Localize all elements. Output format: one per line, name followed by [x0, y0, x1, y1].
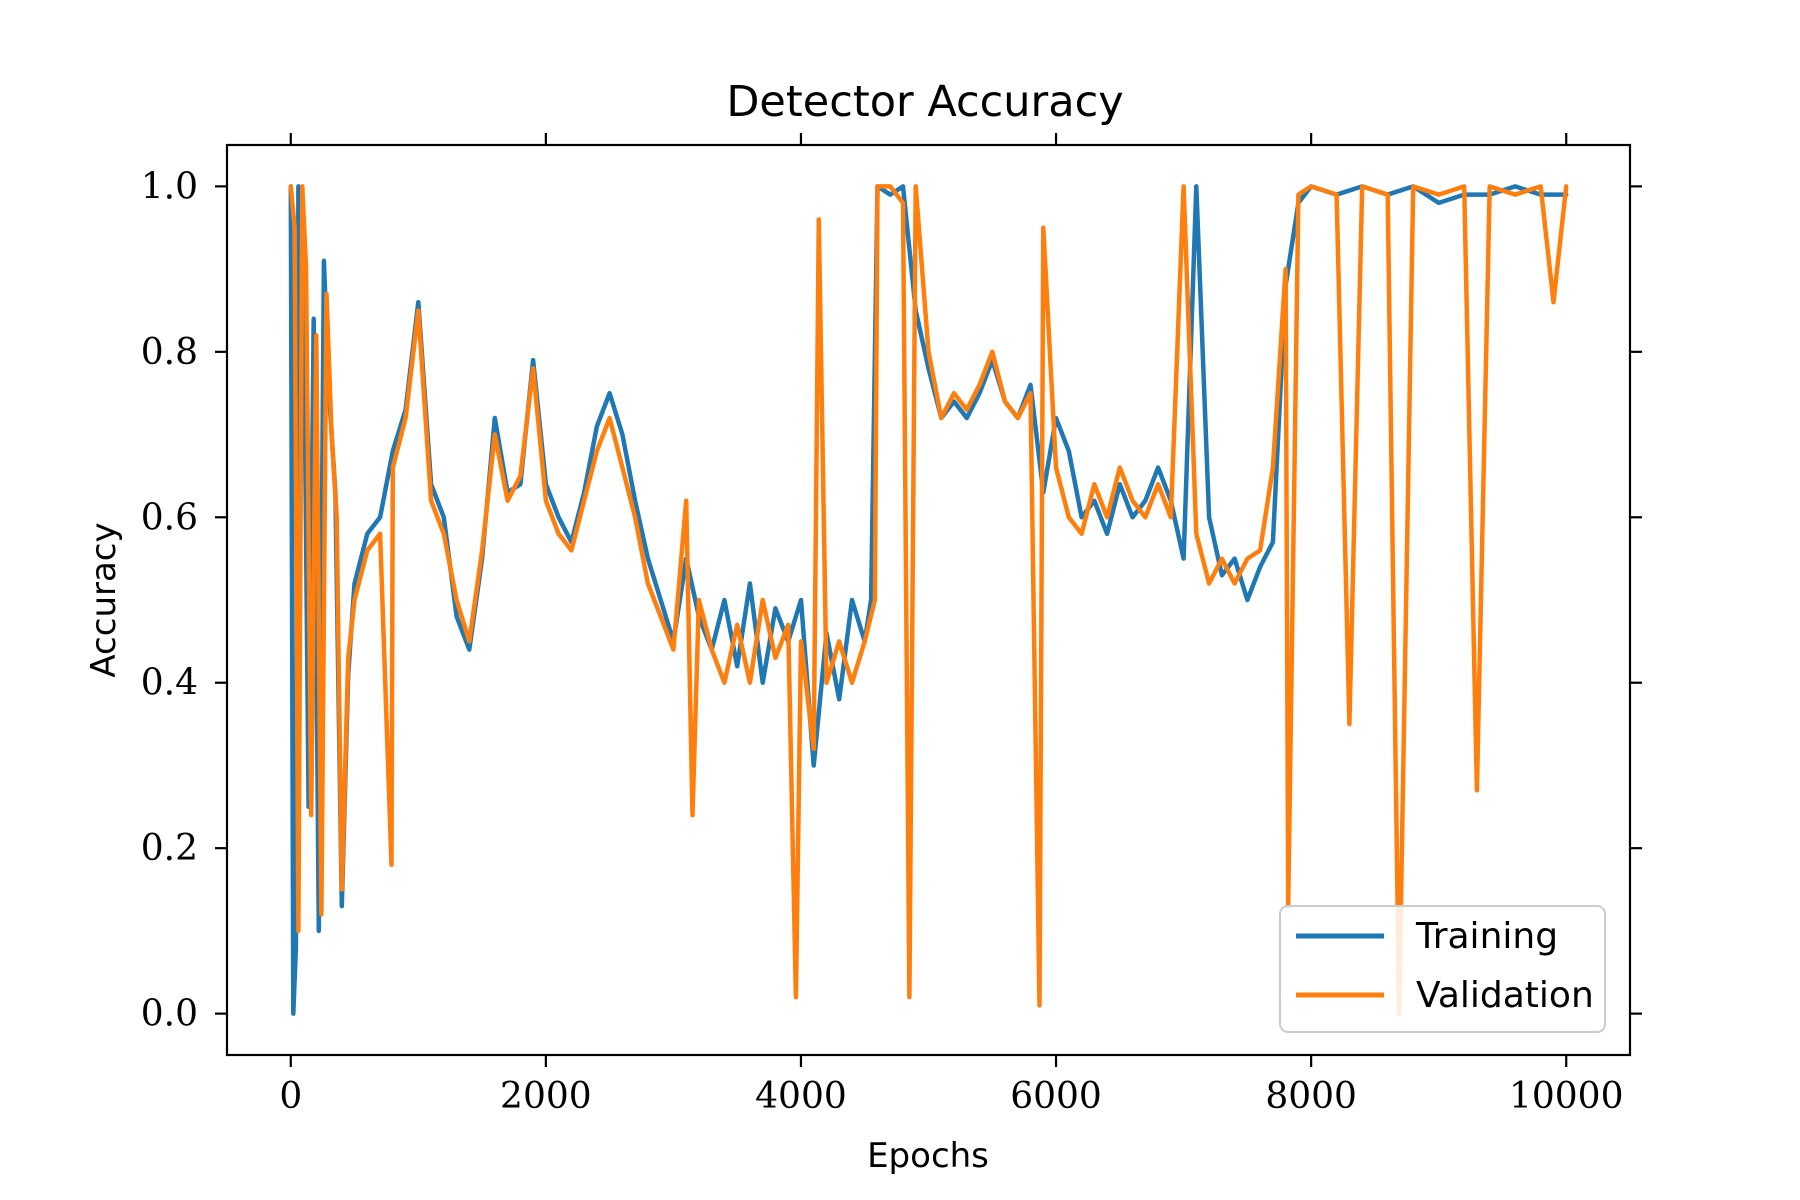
x-tick-label: 2000 [500, 1076, 592, 1117]
chart-title: Detector Accuracy [726, 77, 1123, 127]
x-tick-label: 6000 [1010, 1076, 1102, 1117]
y-tick-label: 0.6 [141, 497, 198, 538]
x-axis-label: Epochs [867, 1136, 989, 1176]
legend: Training Validation [1279, 905, 1606, 1033]
series-line-validation [288, 184, 1569, 1016]
y-tick-label: 0.2 [141, 828, 198, 869]
ticks-layer: 0 2000 4000 6000 8000 10000 0.0 0.2 0.4 0.6 0.8 1.0 [141, 133, 1642, 1117]
series-layer [288, 184, 1569, 1016]
y-tick-label: 0.8 [141, 332, 198, 373]
x-tick-label: 4000 [755, 1076, 847, 1117]
y-tick-label: 0.0 [141, 994, 198, 1035]
series-line-training [288, 184, 1569, 1016]
x-tick-label: 10000 [1509, 1076, 1624, 1117]
legend-label-validation: Validation [1416, 975, 1594, 1016]
y-axis-label: Accuracy [84, 522, 124, 677]
y-tick-label: 0.4 [141, 663, 198, 704]
legend-label-training: Training [1415, 916, 1558, 957]
x-tick-label: 0 [279, 1076, 302, 1117]
plot-frame [225, 143, 1632, 1057]
x-tick-label: 8000 [1265, 1076, 1357, 1117]
y-tick-label: 1.0 [141, 166, 198, 207]
